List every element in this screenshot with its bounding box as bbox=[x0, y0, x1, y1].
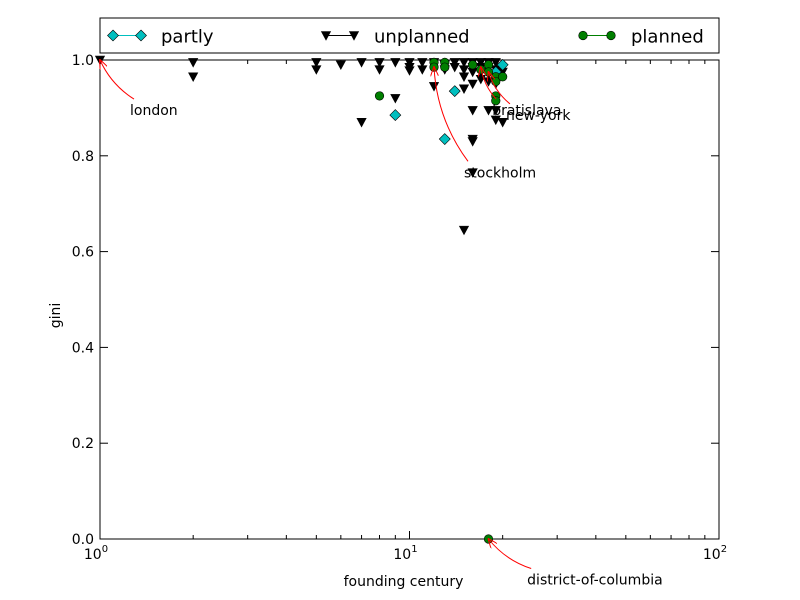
point-unplanned bbox=[390, 94, 401, 104]
point-unplanned bbox=[490, 106, 501, 116]
y-tick-label: 1.0 bbox=[72, 53, 94, 69]
legend-marker-partly bbox=[107, 29, 119, 42]
point-unplanned bbox=[467, 137, 478, 147]
data-marks bbox=[94, 55, 509, 544]
annotation-arrow bbox=[434, 67, 469, 162]
y-tick-label: 0.0 bbox=[72, 532, 94, 548]
legend-box bbox=[99, 17, 720, 54]
annotation-label: new-york bbox=[506, 108, 571, 124]
point-partly bbox=[496, 58, 509, 71]
point-planned bbox=[498, 72, 508, 82]
legend: partly unplanned planned bbox=[99, 17, 720, 54]
point-partly bbox=[438, 133, 451, 145]
y-tick-label: 0.6 bbox=[72, 245, 94, 261]
axes: 100 101 102 0.0 0.2 0.4 0.6 0.8 1.0 founding cent… bbox=[48, 53, 727, 590]
annotation-arrow bbox=[489, 539, 532, 569]
annotation-label: bratislava bbox=[492, 103, 561, 119]
annotation-arrow bbox=[100, 60, 135, 100]
point-unplanned bbox=[404, 58, 415, 68]
point-unplanned bbox=[497, 118, 508, 128]
point-planned bbox=[374, 91, 385, 101]
y-tick-label: 0.8 bbox=[72, 149, 94, 165]
point-unplanned bbox=[374, 65, 385, 75]
legend-label-unplanned: unplanned bbox=[374, 27, 470, 48]
point-unplanned bbox=[188, 72, 199, 82]
annotation-label: stockholm bbox=[464, 165, 536, 181]
point-planned bbox=[491, 96, 501, 106]
point-unplanned bbox=[356, 58, 367, 68]
legend-label-planned: planned bbox=[631, 27, 704, 48]
y-tick-label: 0.2 bbox=[72, 436, 94, 452]
point-unplanned bbox=[404, 66, 415, 76]
legend-marker-planned bbox=[578, 30, 588, 41]
point-unplanned bbox=[458, 72, 470, 82]
point-unplanned bbox=[458, 84, 470, 94]
legend-label-partly: partly bbox=[161, 27, 214, 48]
x-tick-label: 101 bbox=[393, 544, 417, 563]
y-tick-label: 0.4 bbox=[72, 340, 94, 356]
point-unplanned bbox=[356, 118, 367, 128]
point-planned bbox=[483, 67, 494, 77]
point-unplanned bbox=[449, 58, 460, 68]
point-planned bbox=[468, 60, 478, 70]
point-partly bbox=[389, 109, 402, 122]
legend-marker-unplanned bbox=[348, 31, 360, 41]
point-unplanned bbox=[390, 58, 401, 68]
plot-frame bbox=[99, 59, 720, 540]
point-planned bbox=[440, 62, 450, 72]
x-axis-label: founding century bbox=[344, 574, 464, 590]
legend-marker-planned bbox=[606, 30, 616, 41]
annotation-label: london bbox=[130, 103, 178, 119]
annotation-arrow bbox=[489, 72, 511, 105]
x-tick-label: 100 bbox=[84, 544, 108, 563]
y-axis-label: gini bbox=[48, 303, 64, 329]
annotation-arrow bbox=[481, 67, 497, 100]
point-unplanned bbox=[428, 82, 440, 92]
legend-marker-unplanned bbox=[320, 31, 332, 41]
point-unplanned bbox=[449, 62, 460, 73]
point-unplanned bbox=[311, 65, 322, 75]
point-unplanned bbox=[374, 58, 385, 68]
point-unplanned bbox=[417, 58, 428, 68]
point-unplanned bbox=[335, 60, 346, 71]
point-unplanned bbox=[458, 225, 470, 236]
point-unplanned bbox=[458, 58, 470, 68]
point-unplanned bbox=[475, 58, 486, 68]
point-unplanned bbox=[467, 106, 478, 116]
point-unplanned bbox=[458, 65, 470, 75]
point-partly bbox=[448, 85, 461, 98]
point-unplanned bbox=[467, 168, 478, 178]
point-unplanned bbox=[311, 58, 322, 68]
legend-marker-partly bbox=[135, 29, 147, 42]
annotation-label: district-of-columbia bbox=[527, 573, 663, 589]
point-unplanned bbox=[467, 79, 478, 90]
point-unplanned bbox=[483, 106, 494, 116]
point-unplanned bbox=[417, 65, 428, 75]
point-unplanned bbox=[490, 58, 501, 68]
point-unplanned bbox=[188, 58, 199, 68]
x-tick-label: 102 bbox=[703, 544, 727, 563]
